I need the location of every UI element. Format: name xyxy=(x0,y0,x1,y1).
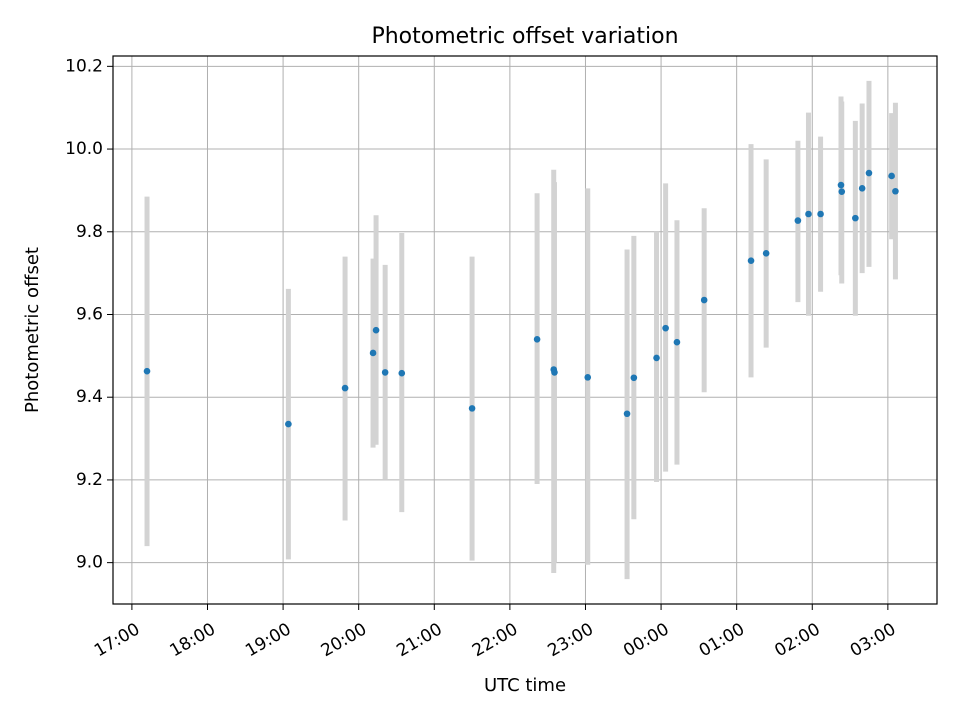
y-tick-label: 9.4 xyxy=(76,387,103,407)
data-point xyxy=(285,420,292,428)
chart-title: Photometric offset variation xyxy=(371,24,678,49)
data-point xyxy=(762,249,770,257)
data-point xyxy=(837,181,845,189)
grid-lines xyxy=(113,56,937,604)
y-tick-label: 9.8 xyxy=(76,222,103,242)
data-point xyxy=(858,185,866,192)
data-point xyxy=(372,326,380,334)
data-point xyxy=(888,172,895,180)
y-axis-label: Photometric offset xyxy=(22,247,43,413)
y-tick-label: 9.2 xyxy=(76,470,103,490)
y-tick-label: 10.2 xyxy=(65,56,103,76)
plot-frame xyxy=(112,55,938,605)
y-tick-label: 9.6 xyxy=(76,304,103,324)
data-point xyxy=(653,354,660,362)
data-point xyxy=(673,338,681,346)
data-point xyxy=(341,384,349,392)
data-point xyxy=(468,405,476,412)
data-point xyxy=(398,369,406,377)
data-point xyxy=(381,369,389,376)
y-tick-label: 9.0 xyxy=(76,553,103,573)
data-point xyxy=(662,324,669,332)
x-axis-label: UTC time xyxy=(484,675,566,696)
data-point xyxy=(369,349,377,357)
data-point xyxy=(892,187,899,195)
data-point xyxy=(143,367,151,375)
data-point xyxy=(584,374,592,381)
data-point xyxy=(700,296,708,304)
data-point xyxy=(533,336,541,343)
data-point xyxy=(838,188,846,195)
data-point xyxy=(805,210,812,218)
y-tick-label: 10.0 xyxy=(65,139,103,159)
data-point xyxy=(747,257,755,265)
data-points xyxy=(143,169,899,428)
data-point xyxy=(551,369,558,376)
data-point xyxy=(623,410,631,418)
data-point xyxy=(852,214,859,222)
data-point xyxy=(630,374,638,382)
data-point xyxy=(794,217,802,224)
data-point xyxy=(817,210,824,218)
data-point xyxy=(865,169,873,177)
